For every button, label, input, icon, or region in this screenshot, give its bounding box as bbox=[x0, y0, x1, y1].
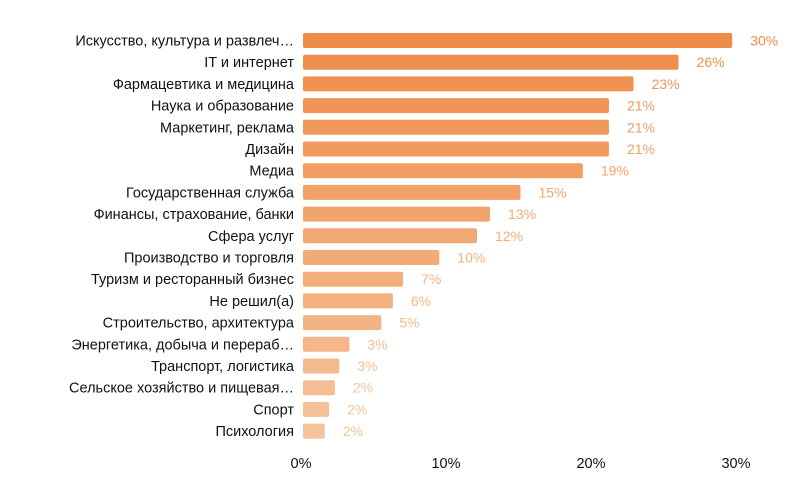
bar bbox=[303, 206, 491, 222]
category-label: Спорт bbox=[253, 402, 294, 418]
value-label: 3% bbox=[357, 358, 377, 374]
category-label: IT и интернет bbox=[204, 55, 294, 71]
value-label: 30% bbox=[750, 33, 778, 49]
bar bbox=[303, 228, 477, 244]
category-label: Строительство, архитектура bbox=[103, 316, 295, 332]
value-label: 5% bbox=[399, 315, 419, 331]
bar bbox=[303, 358, 340, 374]
category-label: Наука и образование bbox=[151, 99, 294, 115]
x-tick-label: 30% bbox=[721, 456, 750, 472]
value-label: 21% bbox=[627, 98, 655, 114]
value-label: 2% bbox=[353, 380, 373, 396]
x-tick-label: 20% bbox=[576, 456, 605, 472]
value-label: 3% bbox=[367, 336, 387, 352]
bar bbox=[303, 33, 733, 48]
value-label: 6% bbox=[411, 293, 431, 309]
category-label: Дизайн bbox=[245, 142, 294, 158]
bar bbox=[303, 141, 609, 157]
value-label: 23% bbox=[652, 76, 680, 92]
category-label: Сфера услуг bbox=[208, 229, 294, 245]
bar bbox=[303, 271, 404, 287]
bar bbox=[303, 163, 583, 179]
bar bbox=[303, 380, 335, 396]
bar bbox=[303, 184, 521, 200]
value-label: 10% bbox=[457, 250, 485, 266]
value-label: 12% bbox=[495, 228, 523, 244]
value-label: 19% bbox=[601, 163, 629, 179]
category-label: Психология bbox=[215, 424, 294, 440]
category-label: Туризм и ресторанный бизнес bbox=[91, 272, 294, 288]
category-label: Искусство, культура и развлеч… bbox=[75, 34, 294, 50]
value-label: 26% bbox=[697, 54, 725, 70]
category-label: Не решил(а) bbox=[209, 294, 294, 310]
value-label: 13% bbox=[508, 206, 536, 222]
value-label: 7% bbox=[421, 271, 441, 287]
x-tick-label: 10% bbox=[431, 456, 460, 472]
bar bbox=[303, 293, 393, 309]
category-label: Энергетика, добыча и перераб… bbox=[71, 337, 294, 353]
category-label: Маркетинг, реклама bbox=[160, 120, 295, 136]
value-label: 15% bbox=[539, 184, 567, 200]
value-label: 21% bbox=[627, 119, 655, 135]
category-label: Транспорт, логистика bbox=[151, 359, 295, 375]
bar bbox=[303, 76, 634, 92]
category-label: Сельское хозяйство и пищевая… bbox=[69, 381, 294, 397]
bar bbox=[303, 336, 350, 352]
category-label: Фармацевтика и медицина bbox=[113, 77, 295, 93]
x-tick-label: 0% bbox=[291, 456, 312, 472]
bar bbox=[303, 98, 609, 114]
bar bbox=[303, 54, 679, 70]
category-label: Финансы, страхование, банки bbox=[94, 207, 294, 223]
bar bbox=[303, 423, 325, 439]
bar bbox=[303, 119, 609, 135]
bar bbox=[303, 250, 440, 265]
bar bbox=[303, 315, 382, 331]
value-label: 2% bbox=[343, 423, 363, 439]
category-label: Медиа bbox=[249, 164, 295, 180]
value-label: 2% bbox=[347, 401, 367, 417]
category-label: Государственная служба bbox=[126, 185, 295, 201]
bar bbox=[303, 401, 330, 417]
value-label: 21% bbox=[627, 141, 655, 157]
category-label: Производство и торговля bbox=[124, 251, 294, 267]
